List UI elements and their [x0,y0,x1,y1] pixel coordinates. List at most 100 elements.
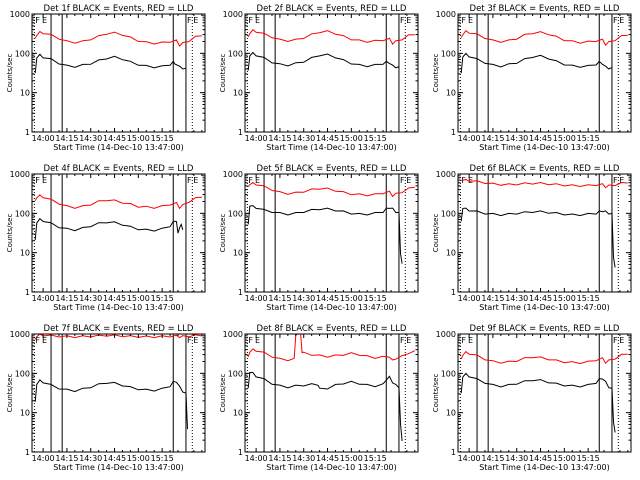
y-tick-label: 1000 [436,330,456,339]
panel-title: Det 3f BLACK = Events, RED = LLD [470,4,620,14]
y-tick-label: 10 [446,409,456,418]
plot-frame [244,173,419,293]
x-tick-label: 15:15 [577,294,600,303]
marker-label-f: F [187,336,192,345]
y-tick-label: 1000 [223,170,243,179]
y-axis-label: Counts/sec [6,374,14,413]
y-tick-label: 1000 [10,170,30,179]
x-tick-label: 14:30 [505,294,528,303]
plot-frame [244,333,419,453]
x-tick-label: 14:45 [529,294,552,303]
plot-frame [31,13,206,133]
series-line-lld [247,181,415,198]
x-tick-label: 14:45 [316,294,339,303]
y-axis-label: Counts/sec [219,374,227,413]
marker-label-e: E [255,176,260,185]
x-tick-label: 14:15 [481,454,504,463]
x-tick-label: 14:30 [79,294,102,303]
x-tick-label: 14:45 [103,454,126,463]
x-tick-label: 15:15 [151,294,174,303]
x-axis-label: Start Time (14-Dec-10 13:47:00) [53,303,184,312]
marker-label-f: F [248,176,253,185]
y-tick-label: 10 [20,249,30,258]
x-axis-label: Start Time (14-Dec-10 13:47:00) [266,143,397,152]
y-tick-label: 1 [451,128,456,137]
x-tick-label: 15:00 [127,454,150,463]
panel-title: Det 9f BLACK = Events, RED = LLD [470,324,620,334]
x-axis-label: Start Time (14-Dec-10 13:47:00) [266,463,397,472]
x-tick-label: 14:15 [268,294,291,303]
x-tick-label: 14:30 [292,134,315,143]
plot-frame [31,173,206,293]
y-tick-label: 100 [15,369,30,378]
x-tick-label: 14:00 [458,454,481,463]
plot-frame [31,333,206,453]
x-tick-label: 14:15 [268,454,291,463]
marker-label-e: E [468,176,473,185]
panel-title: Det 1f BLACK = Events, RED = LLD [44,4,194,14]
series-line-lld [247,334,416,362]
y-tick-label: 1 [238,128,243,137]
y-tick-label: 1 [238,448,243,457]
y-axis-label: Counts/sec [432,374,440,413]
x-tick-label: 14:45 [529,454,552,463]
y-tick-label: 100 [441,209,456,218]
marker-label-f: F [35,336,40,345]
y-tick-label: 1000 [223,330,243,339]
y-tick-label: 100 [15,209,30,218]
x-tick-label: 14:30 [292,294,315,303]
y-tick-label: 100 [228,369,243,378]
x-tick-label: 14:30 [292,454,315,463]
x-tick-label: 15:00 [340,294,363,303]
marker-label-e: E [468,16,473,25]
x-tick-label: 14:15 [55,134,78,143]
x-tick-label: 14:15 [481,134,504,143]
y-tick-label: 1000 [436,10,456,19]
plot-frame [457,173,632,293]
series-line-events [247,205,403,264]
series-line-events [247,372,403,442]
x-tick-label: 14:15 [55,454,78,463]
x-tick-label: 15:00 [553,454,576,463]
y-tick-label: 10 [446,89,456,98]
x-tick-label: 14:45 [529,134,552,143]
series-line-events [460,207,616,268]
panel-title: Det 4f BLACK = Events, RED = LLD [44,164,194,174]
x-axis-label: Start Time (14-Dec-10 13:47:00) [53,463,184,472]
y-tick-label: 1 [451,448,456,457]
y-tick-label: 10 [446,249,456,258]
marker-label-f: F [613,16,618,25]
y-tick-label: 1 [238,288,243,297]
marker-label-f: F [35,16,40,25]
marker-label-e: E [468,336,473,345]
y-tick-label: 10 [20,89,30,98]
x-tick-label: 14:45 [316,134,339,143]
x-tick-label: 14:00 [32,294,55,303]
x-tick-label: 15:00 [553,134,576,143]
x-tick-label: 14:45 [103,294,126,303]
x-axis-label: Start Time (14-Dec-10 13:47:00) [53,143,184,152]
y-tick-label: 100 [441,369,456,378]
marker-label-f: F [613,176,618,185]
marker-label-e: E [255,336,260,345]
marker-label-f: F [400,176,405,185]
series-line-events [247,51,400,71]
x-tick-label: 14:00 [32,454,55,463]
series-line-lld [34,30,202,47]
y-tick-label: 100 [228,209,243,218]
marker-label-e: E [619,176,624,185]
marker-label-e: E [619,16,624,25]
y-tick-label: 100 [15,49,30,58]
y-axis-label: Counts/sec [219,54,227,93]
x-tick-label: 15:15 [364,454,387,463]
y-axis-label: Counts/sec [6,214,14,253]
marker-label-f: F [187,16,192,25]
x-tick-label: 15:00 [340,134,363,143]
x-axis-label: Start Time (14-Dec-10 13:47:00) [266,303,397,312]
